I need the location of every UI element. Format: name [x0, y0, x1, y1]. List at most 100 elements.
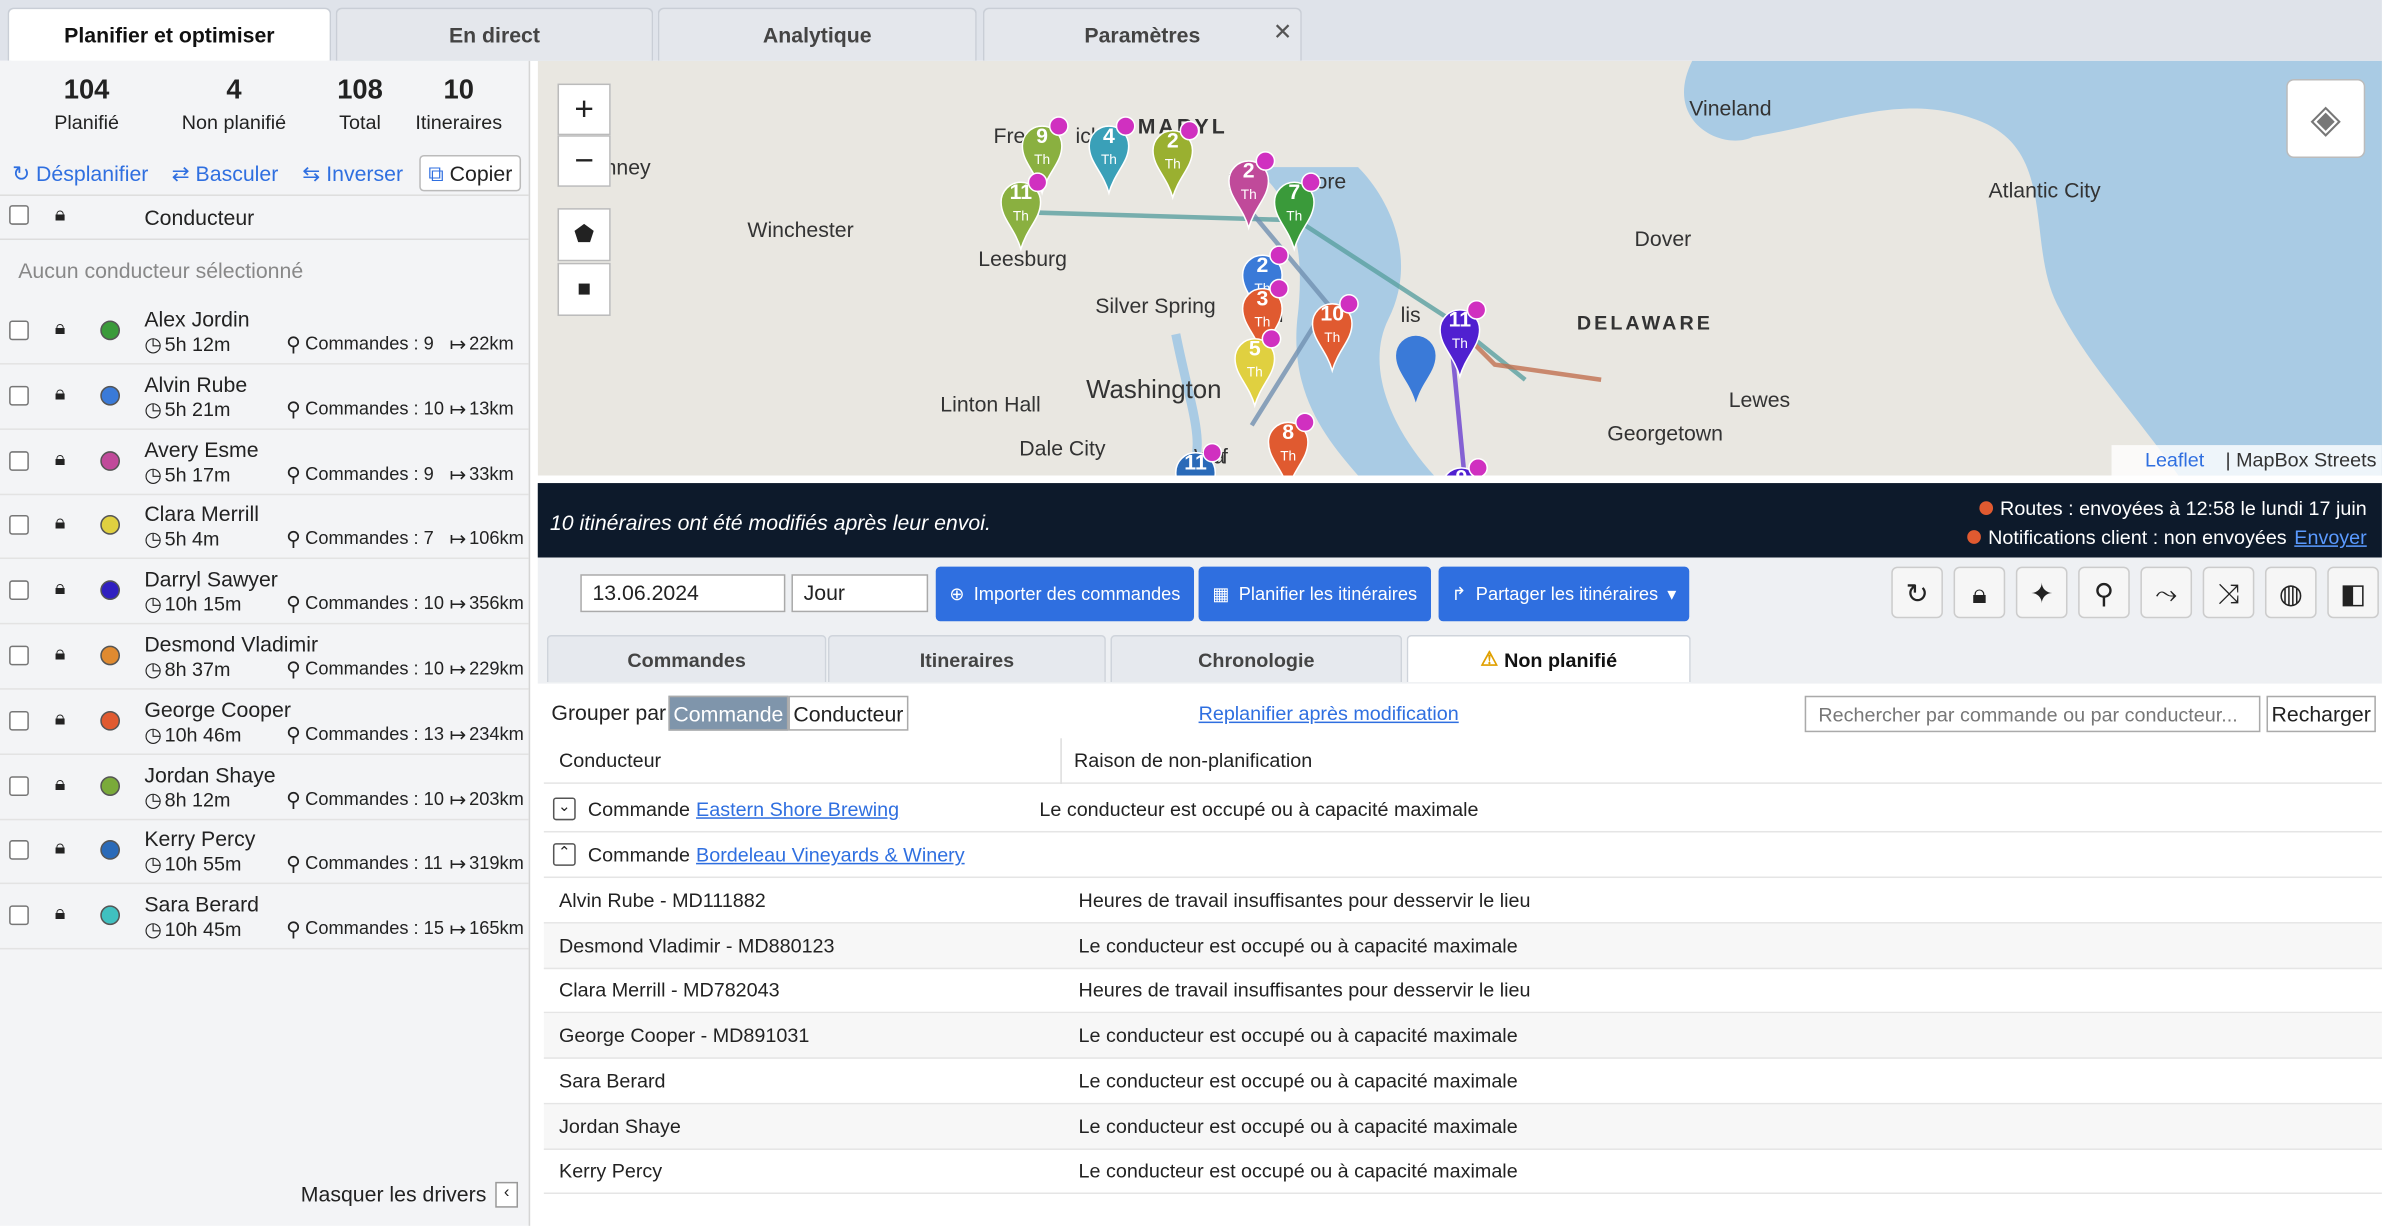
- checkbox[interactable]: [9, 645, 29, 666]
- action-button[interactable]: ↻ Désplanifier: [12, 155, 148, 191]
- replan-link[interactable]: Replanifier après modification: [1198, 701, 1459, 725]
- toolbar-button[interactable]: ↱ Partager les itinéraires ▾: [1438, 566, 1690, 622]
- checkbox[interactable]: [9, 205, 29, 225]
- driver-name[interactable]: Kerry Percy: [144, 826, 256, 852]
- group-link[interactable]: Bordeleau Vineyards & Winery: [696, 843, 965, 866]
- action-button[interactable]: ⧉ Copier: [419, 154, 522, 192]
- tab[interactable]: En direct: [335, 7, 654, 61]
- group-option[interactable]: Conducteur: [788, 695, 909, 731]
- time-icon: ◷: [144, 787, 162, 811]
- draw-button[interactable]: ⬟: [557, 208, 611, 262]
- driver-name[interactable]: Avery Esme: [144, 436, 259, 462]
- date-input[interactable]: 13.06.2024: [580, 574, 786, 613]
- checkbox[interactable]: [9, 450, 29, 471]
- toolbar-button[interactable]: ⊕ Importer des commandes: [935, 566, 1195, 622]
- column-header: Raison de non-planification: [1074, 748, 1313, 772]
- action-button[interactable]: ⇆ Inverser: [302, 155, 403, 191]
- lock-icon[interactable]: 🔒︎: [54, 445, 66, 469]
- distance-icon: ↦: [449, 787, 467, 811]
- driver-name[interactable]: Darryl Sawyer: [144, 566, 278, 592]
- draw-button[interactable]: ■: [557, 262, 611, 316]
- checkbox[interactable]: [9, 710, 29, 731]
- search-input[interactable]: Rechercher par commande ou par conducteu…: [1804, 695, 2261, 733]
- tool-icon[interactable]: ⤳: [2140, 566, 2193, 619]
- pin-icon: ⚲: [286, 462, 301, 486]
- checkbox[interactable]: [9, 905, 29, 926]
- action-button[interactable]: ⇄ Basculer: [172, 155, 279, 191]
- pin-icon: ⚲: [286, 592, 301, 616]
- warn-icon: ⚠: [1480, 647, 1499, 670]
- tool-icon[interactable]: ⤨: [2202, 566, 2255, 619]
- driver-name[interactable]: Sara Berard: [144, 891, 259, 917]
- tab-label: Paramètres: [1084, 22, 1201, 48]
- checkbox[interactable]: [9, 515, 29, 536]
- subtab[interactable]: Commandes: [546, 634, 827, 683]
- toggle[interactable]: ⌄: [552, 797, 576, 821]
- checkbox[interactable]: [9, 385, 29, 406]
- send-link[interactable]: Envoyer: [2294, 525, 2367, 549]
- tab[interactable]: Paramètres: [982, 7, 1302, 61]
- time-icon: ◷: [144, 917, 162, 941]
- tool-icon[interactable]: 🔒︎: [1953, 566, 2006, 619]
- driver-name[interactable]: Alvin Rube: [144, 371, 248, 397]
- toggle[interactable]: ⌃: [552, 843, 576, 866]
- hide-drivers[interactable]: Masquer les drivers: [300, 1181, 487, 1207]
- marker-badge: [1295, 412, 1315, 433]
- cell-driver: Jordan Shaye: [559, 1114, 681, 1138]
- subtab[interactable]: Chronologie: [1110, 634, 1403, 683]
- lock-icon[interactable]: 🔒︎: [54, 901, 66, 924]
- reload-button[interactable]: Recharger: [2266, 695, 2376, 733]
- lock-icon[interactable]: 🔒︎: [54, 380, 66, 404]
- driver-name[interactable]: Desmond Vladimir: [144, 631, 319, 657]
- distance-icon: ↦: [449, 397, 467, 421]
- caret: ▾: [1667, 583, 1677, 605]
- period-select[interactable]: Jour: [791, 574, 929, 613]
- driver-name[interactable]: George Cooper: [144, 696, 291, 722]
- tool-icon[interactable]: ✦: [2015, 566, 2068, 619]
- toolbar-button[interactable]: ▦ Planifier les itinéraires: [1198, 566, 1431, 622]
- tool-icon[interactable]: ⚲: [2078, 566, 2130, 619]
- driver-orders: Commandes : 9: [305, 462, 434, 484]
- marker-number: 9: [1036, 124, 1048, 148]
- lock-icon[interactable]: 🔒︎: [54, 315, 66, 339]
- stat-value: 4: [226, 74, 242, 105]
- tab[interactable]: Planifier et optimiser: [7, 7, 332, 61]
- driver-name[interactable]: Jordan Shaye: [144, 761, 276, 787]
- driver-color: [100, 840, 121, 861]
- driver-name[interactable]: Alex Jordin: [144, 306, 250, 332]
- tool-icon[interactable]: ↻: [1891, 566, 1943, 619]
- group-option[interactable]: Commande: [668, 695, 789, 731]
- cell-reason: Le conducteur est occupé ou à capacité m…: [1078, 933, 1518, 957]
- checkbox[interactable]: [9, 320, 29, 341]
- checkbox[interactable]: [9, 775, 29, 796]
- lock-icon[interactable]: 🔒︎: [54, 836, 66, 859]
- zoom-button[interactable]: +: [557, 83, 611, 136]
- driver-color: [100, 645, 121, 666]
- distance-icon: ↦: [449, 332, 467, 356]
- pin-icon: ⚲: [286, 527, 301, 551]
- zoom-button[interactable]: −: [557, 135, 611, 187]
- lock-icon[interactable]: 🔒︎: [54, 641, 66, 664]
- action-label: Copier: [449, 161, 513, 186]
- lock-icon[interactable]: 🔒︎: [54, 706, 66, 729]
- layers-button[interactable]: ◈: [2286, 78, 2366, 158]
- map-place: Dale City: [1019, 437, 1106, 461]
- lock-icon[interactable]: 🔒︎: [54, 771, 66, 794]
- checkbox[interactable]: [9, 840, 29, 861]
- tool-icon[interactable]: ◧: [2327, 566, 2379, 619]
- map[interactable]: Vineland Winchester Leesburg Dover Atlantic …: [537, 60, 2382, 476]
- cell-driver: Desmond Vladimir - MD880123: [559, 933, 835, 957]
- close-icon[interactable]: ✕: [1273, 19, 1293, 46]
- checkbox[interactable]: [9, 580, 29, 601]
- subtab[interactable]: ⚠ Non planifié: [1406, 634, 1691, 683]
- lock-icon[interactable]: 🔒︎: [54, 511, 66, 534]
- driver-orders: Commandes : 10: [305, 787, 444, 810]
- subtab[interactable]: Itineraires: [827, 634, 1106, 683]
- driver-name[interactable]: Clara Merrill: [144, 501, 259, 527]
- tab[interactable]: Analytique: [657, 7, 977, 61]
- cell-driver: Alvin Rube - MD111882: [559, 888, 766, 912]
- group-link[interactable]: Eastern Shore Brewing: [696, 797, 900, 821]
- tool-icon[interactable]: ◍: [2264, 566, 2317, 619]
- lock-icon[interactable]: 🔒︎: [54, 576, 66, 599]
- collapse-button[interactable]: ‹: [495, 1181, 519, 1208]
